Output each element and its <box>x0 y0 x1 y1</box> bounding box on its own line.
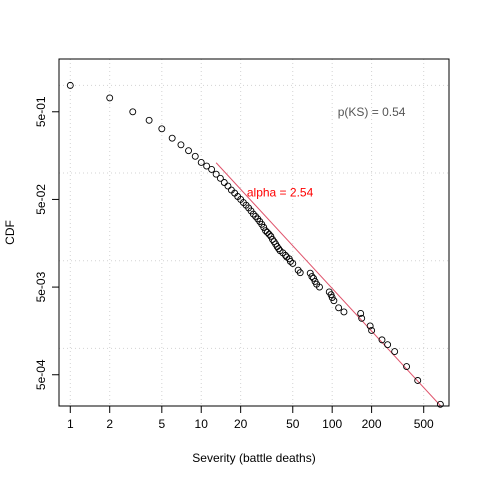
data-point <box>216 174 224 182</box>
axes: 1 2 5 10 20 50 100 200 500 5e-04 5e-03 5e-02 5e-01 <box>34 96 434 431</box>
x-tick-label: 10 <box>195 417 209 431</box>
x-tick-label: 500 <box>414 417 434 431</box>
data-point <box>308 273 316 280</box>
x-tick-label: 100 <box>322 417 342 431</box>
data-point <box>129 108 137 116</box>
data-point <box>66 81 74 89</box>
x-tick-label: 50 <box>286 417 300 431</box>
data-point <box>330 297 338 305</box>
x-tick-label: 1 <box>67 417 74 431</box>
data-point <box>177 141 185 149</box>
alpha-annotation: alpha = 2.54 <box>247 185 314 199</box>
data-point <box>316 283 323 291</box>
data-point <box>282 251 289 259</box>
grid-lines <box>59 59 449 406</box>
data-point <box>289 260 297 267</box>
data-point <box>158 125 166 133</box>
y-tick-label: 5e-02 <box>34 184 48 215</box>
data-point <box>286 258 294 265</box>
data-point <box>106 94 114 102</box>
y-tick-label: 5e-04 <box>34 359 48 390</box>
data-point <box>252 212 260 220</box>
data-point <box>185 147 192 155</box>
data-point <box>414 377 422 384</box>
x-tick-label: 20 <box>234 417 248 431</box>
x-tick-label: 200 <box>362 417 382 431</box>
x-tick-label: 5 <box>158 417 165 431</box>
data-point <box>436 400 444 408</box>
data-point <box>368 327 376 334</box>
fit-line <box>215 162 442 407</box>
data-point <box>403 363 411 371</box>
data-point <box>265 230 273 238</box>
x-axis-label: Severity (battle deaths) <box>192 451 315 465</box>
data-point <box>275 245 283 253</box>
data-point <box>384 341 392 349</box>
y-axis-label: CDF <box>3 220 17 245</box>
y-tick-label: 5e-01 <box>34 96 48 127</box>
fit-line-group <box>215 162 442 407</box>
data-point <box>335 304 343 312</box>
data-point <box>260 223 268 231</box>
data-point <box>378 336 386 344</box>
annotations: alpha = 2.54 p(KS) = 0.54 <box>247 105 406 200</box>
data-point <box>310 274 317 282</box>
data-point <box>145 116 153 124</box>
data-point <box>340 308 348 316</box>
data-point <box>224 182 232 190</box>
data-point <box>357 310 365 317</box>
data-point <box>263 229 271 236</box>
x-tick-label: 2 <box>106 417 113 431</box>
data-point <box>366 322 374 330</box>
data-point <box>306 269 314 277</box>
data-point <box>249 210 257 218</box>
data-point <box>220 179 228 186</box>
data-point <box>269 235 276 243</box>
data-point <box>203 162 211 170</box>
y-tick-label: 5e-03 <box>34 271 48 302</box>
data-point <box>296 269 304 277</box>
data-point <box>391 348 399 355</box>
data-point <box>197 159 205 166</box>
data-points <box>66 81 444 408</box>
pks-annotation: p(KS) = 0.54 <box>338 105 406 119</box>
data-point <box>168 134 176 142</box>
data-point <box>208 165 216 173</box>
data-point <box>212 170 220 178</box>
data-point <box>191 152 199 160</box>
data-point <box>358 314 366 322</box>
data-point <box>262 227 270 235</box>
